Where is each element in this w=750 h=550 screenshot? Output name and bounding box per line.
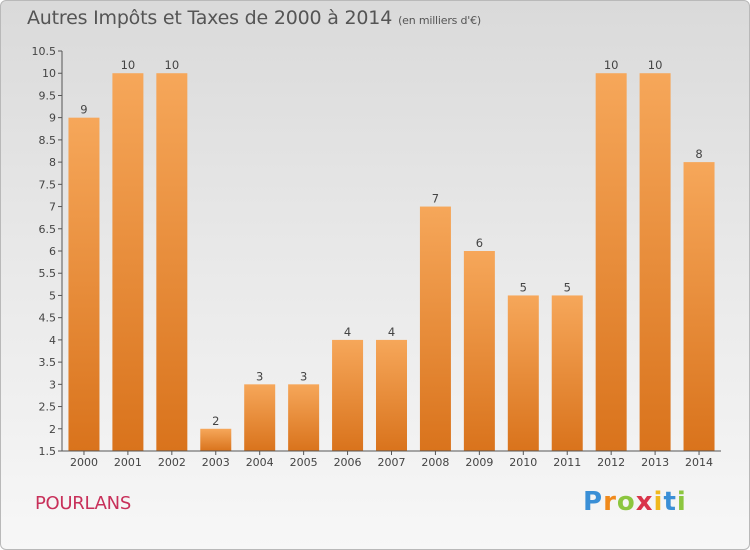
bar-2003 <box>200 428 232 451</box>
y-tick-label: 1.5 <box>39 445 57 458</box>
y-tick-label: 3 <box>49 378 56 391</box>
x-tick-label-2005: 2005 <box>290 456 318 469</box>
x-tick-label-2014: 2014 <box>685 456 713 469</box>
data-label-2004: 3 <box>256 369 263 383</box>
bar-2000 <box>68 117 100 452</box>
data-label-2008: 7 <box>432 192 439 206</box>
data-label-2007: 4 <box>388 325 395 339</box>
axes-group: 2000 2001 2002 2003 2004 2005 2006 2007 2008 2009… <box>32 45 721 469</box>
commune-name: POURLANS <box>35 493 131 514</box>
data-label-2010: 5 <box>520 280 527 294</box>
chart-title-text: Autres Impôts et Taxes de 2000 à 2014 <box>27 7 393 29</box>
x-tick-label-2006: 2006 <box>334 456 362 469</box>
y-tick-label: 3.5 <box>39 356 57 369</box>
y-tick-label: 10 <box>42 67 56 80</box>
logo-letter: x <box>635 487 654 517</box>
x-tick-label-2007: 2007 <box>378 456 406 469</box>
x-tick-label-2004: 2004 <box>246 456 274 469</box>
x-tick-label-2000: 2000 <box>70 456 98 469</box>
data-label-2011: 5 <box>564 280 571 294</box>
y-tick-label: 6.5 <box>39 223 57 236</box>
data-label-2013: 10 <box>648 58 663 72</box>
bar-2006 <box>332 339 364 451</box>
bar-2005 <box>288 384 320 451</box>
logo-letter: r <box>603 487 617 517</box>
data-label-2005: 3 <box>300 369 307 383</box>
x-tick-label-2009: 2009 <box>465 456 493 469</box>
logo-letter: P <box>583 487 604 517</box>
data-label-2000: 9 <box>80 103 87 117</box>
x-tick-label-2013: 2013 <box>641 456 669 469</box>
y-tick-label: 7.5 <box>39 178 57 191</box>
bar-2008 <box>419 206 451 451</box>
y-tick-label: 9 <box>49 112 56 125</box>
unit-note: (en milliers d'€) <box>398 14 481 27</box>
logo-letter: t <box>663 487 677 517</box>
x-tick-label-2010: 2010 <box>509 456 537 469</box>
proxiti-logo: Proxiti <box>583 487 687 517</box>
bar-2014 <box>683 162 715 451</box>
x-tick-label-2012: 2012 <box>597 456 625 469</box>
x-tick-label-2003: 2003 <box>202 456 230 469</box>
x-tick-label-2002: 2002 <box>158 456 186 469</box>
data-label-2001: 10 <box>121 58 136 72</box>
bar-2009 <box>463 251 495 451</box>
logo-letter: i <box>676 487 687 517</box>
y-tick-label: 10.5 <box>32 45 57 58</box>
chart-title: Autres Impôts et Taxes de 2000 à 2014 (en… <box>27 7 481 29</box>
bar-2012 <box>595 73 627 451</box>
bar-2010 <box>507 295 539 451</box>
data-label-2006: 4 <box>344 325 351 339</box>
bar-2013 <box>639 73 671 451</box>
bar-2002 <box>156 73 188 451</box>
y-tick-label: 7 <box>49 201 56 214</box>
y-tick-label: 2 <box>49 423 56 436</box>
bar-2001 <box>112 73 144 451</box>
bar-2004 <box>244 384 276 451</box>
y-tick-label: 4 <box>49 334 56 347</box>
data-label-2003: 2 <box>212 414 219 428</box>
x-tick-label-2011: 2011 <box>553 456 581 469</box>
x-tick-label-2008: 2008 <box>421 456 449 469</box>
x-tick-label-2001: 2001 <box>114 456 142 469</box>
bar-2007 <box>376 339 407 451</box>
y-tick-label: 5 <box>49 289 56 302</box>
logo-letter: i <box>653 487 664 517</box>
y-tick-label: 8 <box>49 156 56 169</box>
y-tick-label: 4.5 <box>39 312 57 325</box>
data-label-2002: 10 <box>165 58 180 72</box>
y-tick-label: 5.5 <box>39 267 57 280</box>
y-tick-label: 2.5 <box>39 401 57 414</box>
bar-2011 <box>551 295 583 451</box>
y-tick-label: 8.5 <box>39 134 57 147</box>
data-label-2014: 8 <box>695 147 702 161</box>
data-label-2012: 10 <box>604 58 619 72</box>
bars-group: 9 10 10 2 3 3 4 4 7 6 5 5 10 10 8 <box>68 58 715 452</box>
data-label-2009: 6 <box>476 236 483 250</box>
y-tick-label: 9.5 <box>39 89 57 102</box>
y-tick-label: 6 <box>49 245 56 258</box>
logo-letter: o <box>616 487 636 517</box>
